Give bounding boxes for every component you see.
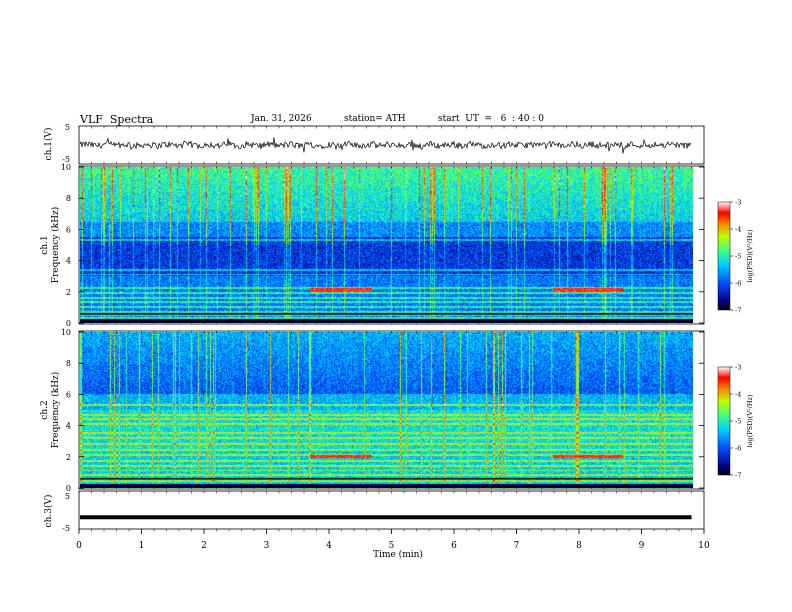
x-tick-label: 1 [139,541,145,551]
ch2-colorbar-gradient [717,366,731,476]
ch1-freq-ticks: 0 2 4 6 8 10 [61,163,704,328]
colorbar-tick-label: -7 [735,472,741,480]
station-label: station= ATH [344,114,406,124]
ch2-colorbar-ticks: -3 -4 -5 -6 -7 [730,364,741,480]
y-tick-label: 6 [66,225,71,234]
ch1-ylabel-frequency: Frequency (kHz) [50,207,61,284]
colorbar-tick-label: -3 [735,199,741,207]
ch1-spectrogram-panel: 0 2 4 6 8 10 ch.1 Frequency (kHz) [40,163,705,328]
colorbar-tick-label: -7 [735,307,741,315]
x-tick-label: 2 [201,541,207,551]
ch2-spectrogram-image [80,332,693,488]
ch1-colorbar-ticks: -3 -4 -5 -6 -7 [730,199,741,315]
y-tick-label: 8 [66,359,71,368]
ch2-colorbar-label: log(PSD)(V²/Hz) [746,394,754,447]
y-tick-label: 0 [66,319,71,328]
colorbar-tick-label: -4 [735,226,741,234]
y-tick-label: 4 [66,257,71,266]
ch1-ylabel-channel: ch.1 [40,235,50,254]
colorbar-tick-label: -4 [735,391,741,399]
x-tick-label: 10 [698,541,710,551]
time-axis: 0 1 2 3 4 5 6 7 8 9 10 [76,126,710,551]
time-axis-label: Time (min) [373,549,423,560]
x-tick-label: 0 [76,541,82,551]
colorbar-tick-label: -5 [735,253,741,261]
ch3-ylabel: ch.3(V) [43,495,54,528]
ch2-colorbar: -3 -4 -5 -6 -7 log(PSD)(V²/Hz) [717,364,754,480]
y-tick-label: 2 [66,453,71,462]
colorbar-tick-label: -6 [735,445,741,453]
ch1-waveform-line [79,137,692,154]
colorbar-tick-label: -5 [735,418,741,426]
x-tick-label: 3 [264,541,270,551]
ch2-ylabel-channel: ch.2 [40,400,50,419]
ch1-colorbar-label: log(PSD)(V²/Hz) [746,229,754,282]
start-time-label: start UT = 6 : 40 : 0 [438,114,544,124]
ch1-ylabel: ch.1(V) [43,128,54,161]
ch1-ytick-top: 5 [65,123,70,132]
y-tick-label: 10 [61,328,71,337]
ch1-waveform-panel: 5 -5 ch.1(V) [43,123,705,165]
ch1-spectrogram-image [80,167,693,323]
ch2-spectrogram-panel: 0 2 4 6 8 10 ch.2 Frequency (kHz) [40,328,705,493]
ch1-ytick-bottom: -5 [62,155,70,164]
ch1-colorbar: -3 -4 -5 -6 -7 log(PSD)(V²/Hz) [717,199,754,315]
y-tick-label: 10 [61,163,71,172]
ch1-colorbar-gradient [717,201,731,311]
ch2-ylabel-frequency: Frequency (kHz) [50,372,61,449]
colorbar-tick-label: -6 [735,280,741,288]
x-tick-label: 4 [326,541,332,551]
ch3-waveform-panel: 5 -5 ch.3(V) [43,490,705,533]
date-label: Jan. 31, 2026 [251,114,312,124]
ch3-ytick-bottom: -5 [62,524,70,533]
x-tick-label: 5 [389,541,395,551]
colorbar-tick-label: -3 [735,364,741,372]
y-tick-label: 2 [66,288,71,297]
chart-title: VLF Spectra [80,113,154,126]
ch3-waveform-frame [78,490,705,530]
x-tick-label: 7 [514,541,520,551]
x-tick-label: 9 [639,541,645,551]
y-tick-label: 8 [66,194,71,203]
x-tick-label: 8 [576,541,582,551]
ch2-freq-ticks: 0 2 4 6 8 10 [61,328,704,493]
x-tick-label: 6 [451,541,457,551]
y-tick-label: 4 [66,422,71,431]
y-tick-label: 6 [66,390,71,399]
y-tick-label: 0 [66,484,71,493]
ch3-ytick-top: 5 [65,492,70,501]
